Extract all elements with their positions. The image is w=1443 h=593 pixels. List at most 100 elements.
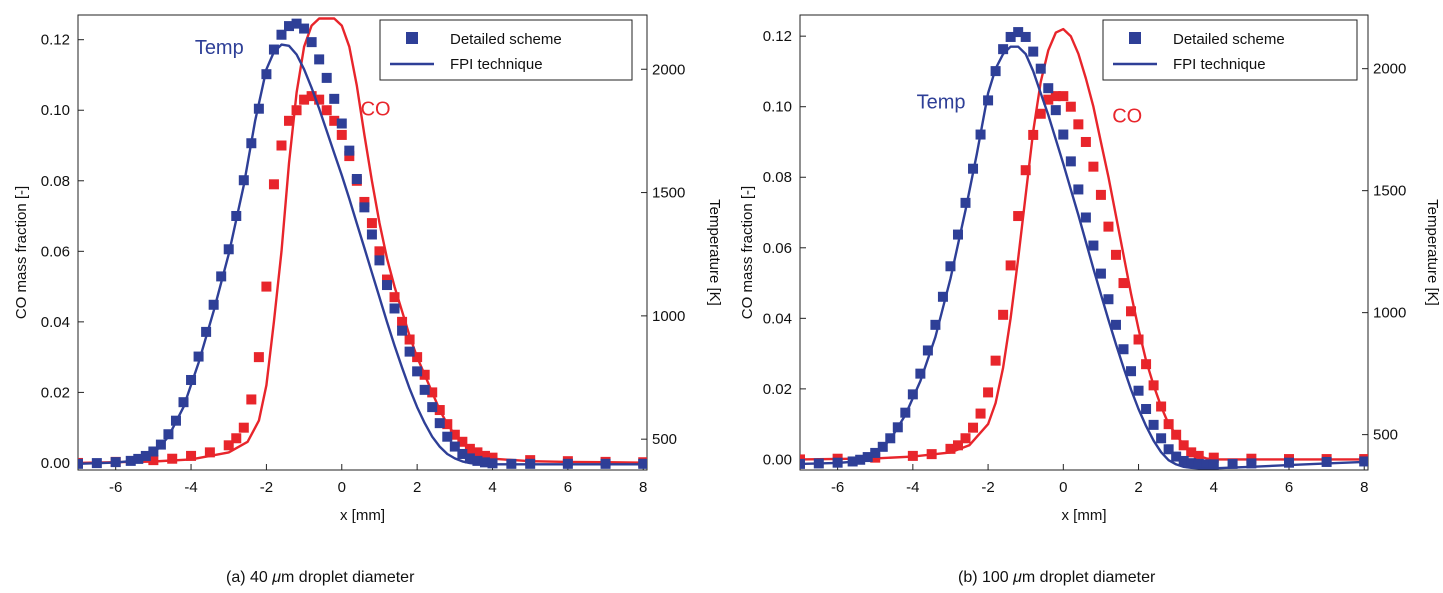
temp-detailed-marker	[359, 202, 370, 213]
temp-detailed-marker	[314, 54, 325, 65]
temp-detailed-marker	[1178, 455, 1189, 466]
temp-detailed-marker	[1095, 268, 1106, 279]
temp-detailed-marker	[1080, 212, 1091, 223]
y-tick-label: 0.12	[763, 28, 792, 45]
y-tick-label: 0.04	[41, 314, 70, 331]
x-tick-label: 4	[1210, 479, 1218, 496]
temp-detailed-marker	[1050, 105, 1061, 116]
temp-detailed-marker	[1005, 31, 1016, 42]
temp-detailed-marker	[186, 374, 197, 385]
temp-detailed-marker	[397, 325, 408, 336]
temp-detailed-marker	[1088, 240, 1099, 251]
x-tick-label: 0	[338, 479, 346, 496]
co-detailed-marker	[344, 151, 355, 162]
x-tick-label: 6	[564, 479, 572, 496]
co-detailed-marker	[1118, 278, 1129, 289]
temp-detailed-marker	[351, 173, 362, 184]
co-detailed-marker	[204, 447, 215, 458]
temp-detailed-marker	[344, 145, 355, 156]
x-tick-label: 2	[413, 479, 421, 496]
y-tick-label: 0.12	[41, 32, 70, 49]
temp-annotation: Temp	[195, 37, 244, 59]
temp-detailed-marker	[1186, 458, 1197, 469]
y-tick-label: 0.06	[41, 243, 70, 260]
y2-tick-label: 2000	[1373, 61, 1406, 78]
x-tick-label: -4	[184, 479, 197, 496]
temp-annotation: Temp	[917, 91, 966, 113]
co-detailed-marker	[231, 433, 242, 444]
co-detailed-marker	[960, 433, 971, 444]
co-fpi-line	[78, 17, 644, 465]
temp-detailed-marker	[389, 303, 400, 314]
x-axis-label: x [mm]	[1062, 507, 1107, 524]
temp-detailed-marker	[381, 280, 392, 291]
plot-area	[78, 17, 647, 469]
co-detailed-marker	[253, 352, 264, 363]
co-annotation: CO	[361, 99, 391, 121]
temp-detailed-marker	[945, 261, 956, 272]
legend-label-detailed: Detailed scheme	[450, 31, 562, 48]
temp-detailed-marker	[1110, 319, 1121, 330]
x-tick-label: 0	[1059, 479, 1067, 496]
co-detailed-marker	[223, 440, 234, 451]
temp-detailed-marker	[1020, 31, 1031, 42]
temp-detailed-marker	[1246, 458, 1257, 469]
y2-tick-label: 1500	[652, 185, 685, 202]
temp-detailed-marker	[284, 21, 295, 32]
co-detailed-marker	[321, 105, 332, 116]
chart-panel-a: -6 -4 -2 0 2 4 6 8 0.00 0.02 0.04 0.06 0.08 0.10 0.12 5…	[13, 14, 723, 586]
temp-detailed-marker	[1227, 458, 1238, 469]
temp-detailed-marker	[404, 346, 415, 357]
temp-detailed-marker	[148, 446, 159, 457]
x-axis-label: x [mm]	[340, 507, 385, 524]
temp-detailed-marker	[1058, 129, 1069, 140]
co-detailed-marker	[246, 394, 257, 405]
co-detailed-marker	[366, 218, 377, 229]
caption-prefix: (b) 100	[958, 569, 1013, 586]
x-tick-label: -4	[906, 479, 919, 496]
legend-label-fpi: FPI technique	[1173, 56, 1266, 73]
figure-caption: (b) 100 μm droplet diameter	[958, 569, 1156, 586]
x-tick-label: -2	[260, 479, 273, 496]
temp-detailed-marker	[291, 18, 302, 29]
temp-detailed-marker	[1028, 46, 1039, 57]
x-tick-label: 8	[639, 479, 647, 496]
temp-detailed-marker	[449, 441, 460, 452]
legend-label-fpi: FPI technique	[450, 56, 543, 73]
temp-detailed-marker	[922, 345, 933, 356]
plot-frame	[799, 14, 1369, 471]
y-tick-label: 0.10	[763, 99, 792, 116]
caption-suffix: m droplet diameter	[281, 569, 415, 586]
y2-tick-label: 1500	[1373, 183, 1406, 200]
temp-detailed-marker	[983, 95, 994, 106]
temp-detailed-marker	[1284, 457, 1295, 468]
y2-tick-label: 500	[652, 431, 677, 448]
y-tick-label: 0.00	[41, 455, 70, 472]
co-detailed-marker	[397, 316, 408, 327]
co-detailed-marker	[1058, 91, 1069, 102]
co-detailed-marker	[148, 455, 159, 466]
co-detailed-marker	[968, 422, 979, 433]
temp-detailed-marker	[937, 291, 948, 302]
temp-detailed-marker	[930, 319, 941, 330]
temp-detailed-marker	[457, 448, 468, 459]
temp-detailed-marker	[419, 384, 430, 395]
x-tick-label: -6	[831, 479, 844, 496]
temp-detailed-marker	[907, 389, 918, 400]
co-annotation: CO	[1112, 106, 1142, 128]
co-detailed-marker	[983, 387, 994, 398]
co-detailed-marker	[1005, 260, 1016, 271]
temp-detailed-marker	[1163, 444, 1174, 455]
temp-detailed-marker	[321, 72, 332, 83]
temp-detailed-marker	[178, 397, 189, 408]
co-detailed-marker	[975, 408, 986, 419]
temp-detailed-marker	[193, 351, 204, 362]
x-tick-label: 4	[488, 479, 496, 496]
co-detailed-marker	[1110, 249, 1121, 260]
y-axis-label: CO mass fraction [-]	[13, 186, 30, 319]
temp-detailed-marker	[1073, 184, 1084, 195]
co-detailed-marker	[268, 179, 279, 190]
temp-detailed-marker	[960, 197, 971, 208]
co-detailed-marker	[1020, 165, 1031, 176]
